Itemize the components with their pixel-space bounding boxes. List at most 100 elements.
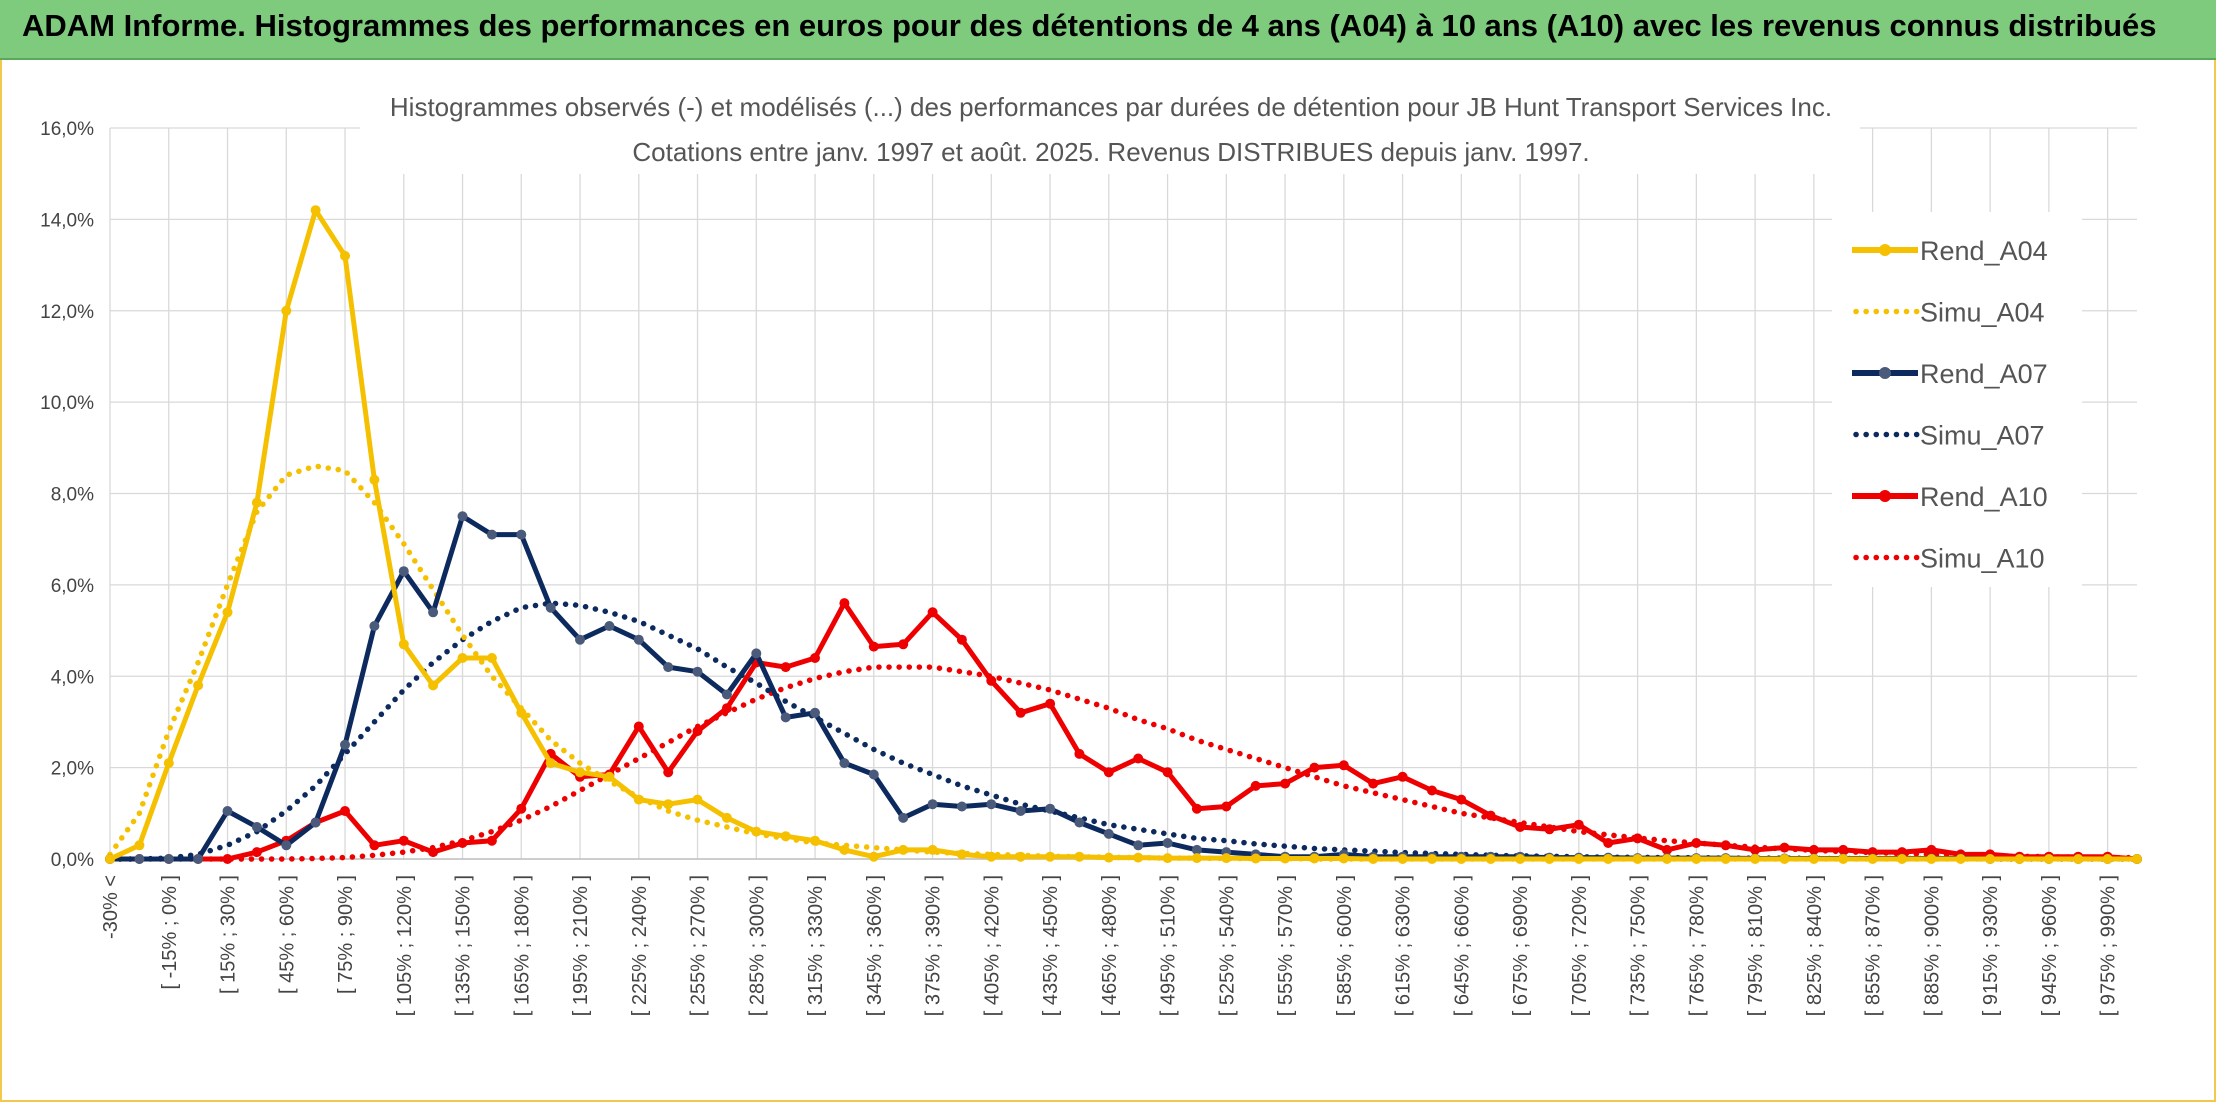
data-point (1838, 854, 1849, 864)
x-tick-label: [ 645% ; 660% ] (1451, 875, 1473, 1016)
data-point (604, 621, 615, 631)
y-tick-label: 4,0% (51, 667, 94, 688)
series-line (107, 664, 2140, 862)
legend-item: Rend_A04 (1852, 236, 2048, 266)
data-point (1750, 844, 1761, 855)
data-point (193, 680, 204, 691)
data-point (1955, 854, 1966, 864)
data-point (222, 607, 233, 618)
y-tick-label: 2,0% (51, 759, 94, 780)
data-point (251, 847, 262, 858)
data-point (810, 653, 820, 663)
data-point (692, 666, 703, 677)
data-point (1221, 801, 1232, 812)
data-point (956, 634, 967, 645)
data-point (163, 854, 174, 864)
x-tick-label: [ 105% ; 120% ] (394, 875, 416, 1016)
legend-item: Simu_A10 (1853, 544, 2045, 574)
data-point (251, 822, 262, 832)
x-tick-label: [ 525% ; 540% ] (1216, 875, 1238, 1016)
data-point (1427, 785, 1437, 796)
x-tick-label: [ 735% ; 750% ] (1628, 875, 1650, 1016)
data-point (1544, 824, 1555, 835)
legend-background (1832, 212, 2082, 587)
legend-label: Simu_A10 (1920, 544, 2045, 574)
data-point (986, 851, 997, 862)
data-point (1985, 854, 1996, 864)
legend-label: Simu_A07 (1920, 421, 2045, 451)
data-point (1867, 854, 1878, 864)
data-point (1603, 838, 1614, 848)
data-point (1926, 854, 1937, 864)
data-point (956, 849, 967, 860)
data-point (751, 826, 762, 837)
data-point (1368, 854, 1379, 864)
x-axis-ticks: -30% < [ -15% ; 0% ] [ 15% ; 30% ] [ 45% ; … (100, 875, 2120, 1016)
data-point (780, 831, 791, 842)
series-Rend_A10 (105, 598, 2142, 864)
x-tick-label: [ 705% ; 720% ] (1569, 875, 1591, 1016)
data-point (340, 250, 350, 261)
series-Simu_A10 (107, 664, 2140, 862)
data-point (516, 529, 527, 540)
data-point (369, 474, 380, 485)
data-point (927, 799, 938, 810)
data-point (721, 703, 732, 714)
data-point (281, 840, 292, 851)
legend-marker (1879, 490, 1891, 502)
data-point (604, 771, 615, 782)
data-point (839, 598, 850, 609)
data-point (1162, 767, 1173, 778)
data-point (2014, 854, 2025, 864)
data-point (1720, 854, 1731, 864)
x-tick-label: [ 915% ; 930% ] (1980, 875, 2002, 1016)
data-point (545, 758, 556, 769)
data-point (810, 835, 820, 846)
series-Rend_A04 (105, 205, 2142, 864)
title-background (360, 84, 1860, 174)
data-point (1045, 851, 1056, 862)
chart-subtitle: Cotations entre janv. 1997 et août. 2025… (632, 137, 1589, 167)
data-point (898, 844, 909, 855)
x-tick-label: [ 855% ; 870% ] (1863, 875, 1885, 1016)
data-point (398, 566, 409, 577)
data-point (1280, 778, 1291, 789)
legend: Rend_A04 Simu_A04 Rend_A07 Simu_A07 Rend_A10… (1852, 236, 2048, 574)
data-point (868, 769, 879, 780)
data-point (428, 847, 439, 858)
data-point (398, 639, 409, 650)
data-point (721, 812, 732, 823)
report-banner: ADAM Informe. Histogrammes des performan… (0, 0, 2216, 60)
data-point (1103, 852, 1114, 863)
data-point (663, 767, 674, 778)
data-point (1191, 803, 1202, 814)
data-point (1779, 854, 1790, 864)
data-point (927, 844, 938, 855)
data-point (1573, 819, 1584, 830)
data-point (780, 662, 791, 673)
data-point (663, 799, 674, 810)
legend-label: Rend_A04 (1920, 236, 2048, 266)
x-tick-label: -30% < (100, 875, 122, 939)
data-point (633, 721, 644, 732)
legend-item: Simu_A04 (1853, 298, 2045, 328)
data-point (457, 653, 468, 663)
data-point (1045, 803, 1056, 814)
x-tick-label: [ 75% ; 90% ] (335, 875, 357, 994)
data-point (1015, 707, 1026, 718)
data-point (1456, 794, 1467, 805)
data-point (340, 739, 350, 750)
series-line (107, 600, 2140, 862)
data-point (986, 799, 997, 810)
data-point (692, 726, 703, 737)
data-point (1427, 854, 1437, 864)
y-tick-label: 0,0% (51, 850, 94, 871)
data-point (575, 767, 585, 778)
data-point (251, 497, 262, 508)
x-tick-label: [ 615% ; 630% ] (1393, 875, 1415, 1016)
data-point (1397, 771, 1408, 782)
data-point (663, 662, 674, 673)
x-tick-label: [ 765% ; 780% ] (1686, 875, 1708, 1016)
data-point (1808, 854, 1819, 864)
data-point (1015, 851, 1026, 862)
